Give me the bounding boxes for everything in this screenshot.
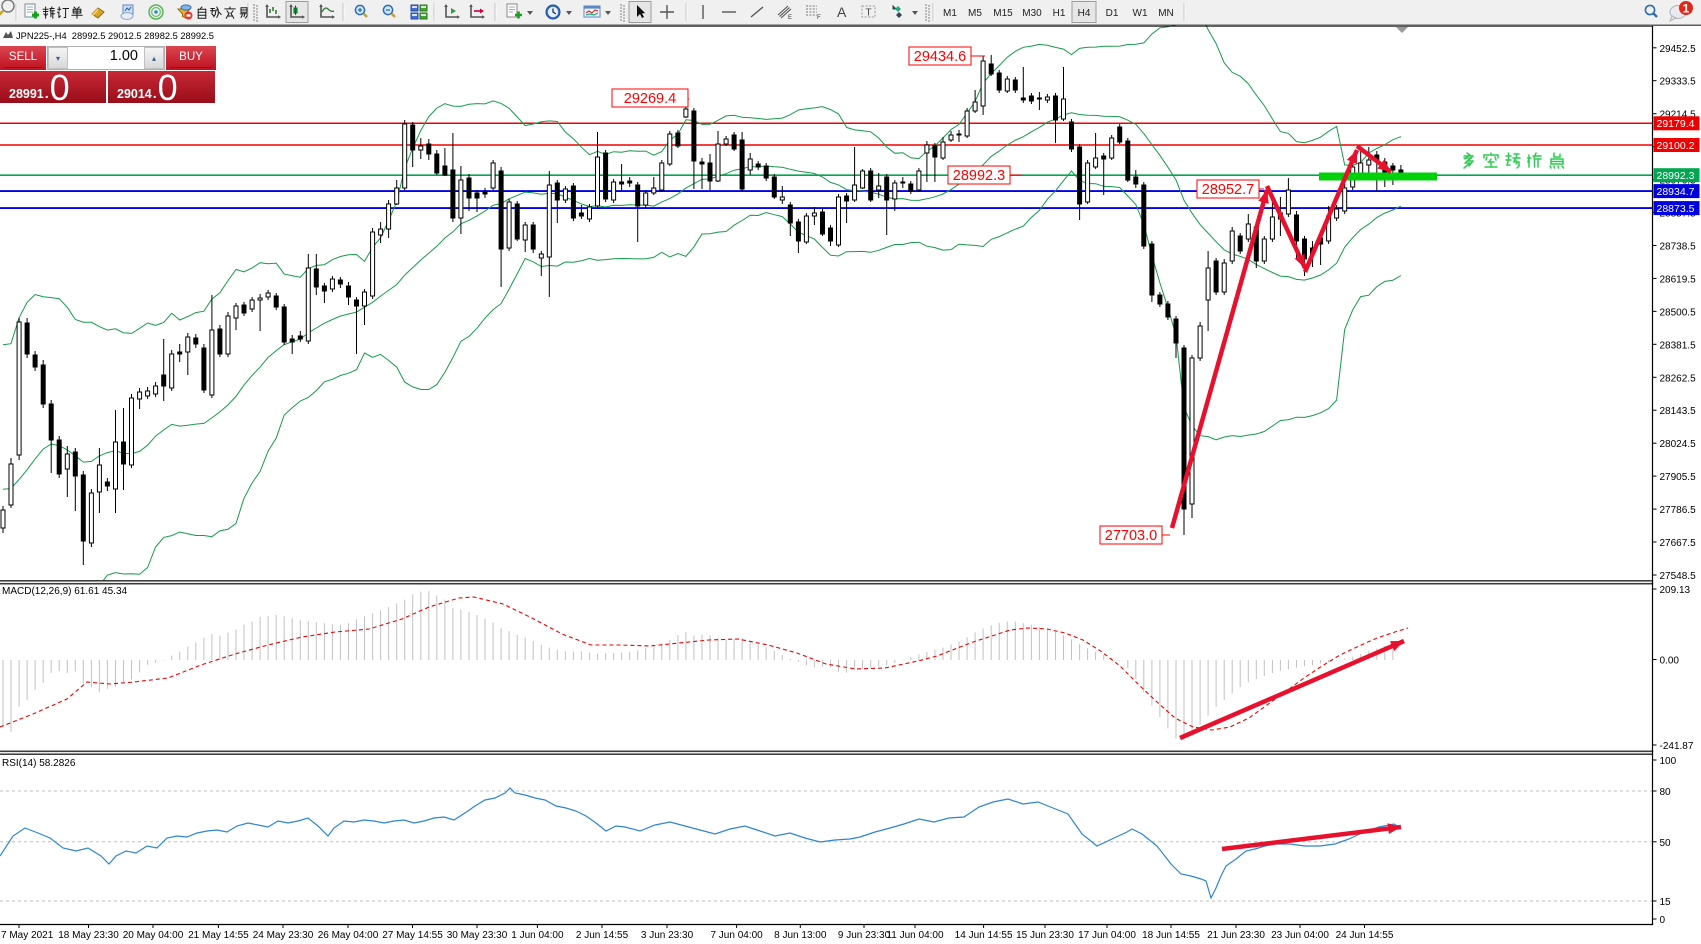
svg-text:28952.7: 28952.7 <box>1202 182 1254 198</box>
svg-text:JPN225-,H4 28992.5 29012.5 28: JPN225-,H4 28992.5 29012.5 28982.5 28992… <box>16 31 214 41</box>
svg-text:27786.5: 27786.5 <box>1660 505 1697 516</box>
svg-text:29214.5: 29214.5 <box>1660 110 1697 121</box>
svg-text:-241.87: -241.87 <box>1660 741 1694 752</box>
svg-text:M15: M15 <box>993 8 1013 19</box>
svg-text:28024.5: 28024.5 <box>1660 439 1697 450</box>
svg-text:9 Jun 23:30: 9 Jun 23:30 <box>838 930 891 941</box>
svg-text:RSI(14) 58.2826: RSI(14) 58.2826 <box>2 758 76 769</box>
svg-text:28934.7: 28934.7 <box>1657 186 1695 198</box>
svg-text:11 Jun 04:00: 11 Jun 04:00 <box>886 930 944 941</box>
svg-text:23 Jun 04:00: 23 Jun 04:00 <box>1271 930 1329 941</box>
svg-text:27905.5: 27905.5 <box>1660 472 1697 483</box>
svg-text:24 Jun 14:55: 24 Jun 14:55 <box>1336 930 1394 941</box>
svg-text:29179.4: 29179.4 <box>1657 118 1695 130</box>
svg-text:24 May 23:30: 24 May 23:30 <box>253 930 314 941</box>
svg-text:M1: M1 <box>943 8 957 19</box>
svg-text:100: 100 <box>1660 756 1677 767</box>
svg-text:7 May 2021: 7 May 2021 <box>1 930 54 941</box>
svg-text:20 May 04:00: 20 May 04:00 <box>123 930 184 941</box>
svg-text:18 May 23:30: 18 May 23:30 <box>58 930 119 941</box>
svg-text:29100.2: 29100.2 <box>1657 140 1695 152</box>
svg-text:1: 1 <box>1683 2 1690 16</box>
svg-text:28738.5: 28738.5 <box>1660 242 1697 253</box>
svg-text:27548.5: 27548.5 <box>1660 571 1697 582</box>
svg-text:28992.3: 28992.3 <box>953 168 1005 184</box>
svg-text:29452.5: 29452.5 <box>1660 44 1697 55</box>
svg-text:3 Jun 23:30: 3 Jun 23:30 <box>641 930 694 941</box>
svg-text:7 Jun 04:00: 7 Jun 04:00 <box>710 930 763 941</box>
svg-text:28992.3: 28992.3 <box>1657 170 1695 182</box>
svg-text:28619.5: 28619.5 <box>1660 274 1697 285</box>
svg-text:30 May 23:30: 30 May 23:30 <box>447 930 508 941</box>
svg-text:27 May 14:55: 27 May 14:55 <box>382 930 443 941</box>
svg-text:MN: MN <box>1158 8 1174 19</box>
svg-text:18 Jun 14:55: 18 Jun 14:55 <box>1142 930 1200 941</box>
svg-text:28143.5: 28143.5 <box>1660 406 1697 417</box>
svg-text:27667.5: 27667.5 <box>1660 538 1697 549</box>
svg-text:28873.5: 28873.5 <box>1657 203 1695 215</box>
svg-text:F: F <box>817 15 821 21</box>
svg-text:MACD(12,26,9) 61.61 45.34: MACD(12,26,9) 61.61 45.34 <box>2 586 128 597</box>
svg-text:15: 15 <box>1660 897 1672 908</box>
svg-text:W1: W1 <box>1133 8 1148 19</box>
svg-text:T: T <box>866 8 872 19</box>
svg-text:26 May 04:00: 26 May 04:00 <box>318 930 379 941</box>
svg-text:1 Jun 04:00: 1 Jun 04:00 <box>511 930 564 941</box>
svg-text:28381.5: 28381.5 <box>1660 340 1697 351</box>
svg-text:28262.5: 28262.5 <box>1660 373 1697 384</box>
svg-text:M30: M30 <box>1022 8 1042 19</box>
svg-text:21 May 14:55: 21 May 14:55 <box>188 930 249 941</box>
svg-text:8 Jun 13:00: 8 Jun 13:00 <box>774 930 827 941</box>
svg-text:2 Jun 14:55: 2 Jun 14:55 <box>576 930 629 941</box>
svg-text:28500.5: 28500.5 <box>1660 307 1697 318</box>
svg-text:29333.5: 29333.5 <box>1660 77 1697 88</box>
svg-text:E: E <box>788 15 792 21</box>
svg-text:209.13: 209.13 <box>1660 585 1691 596</box>
svg-text:14 Jun 14:55: 14 Jun 14:55 <box>955 930 1013 941</box>
svg-text:27703.0: 27703.0 <box>1105 528 1157 544</box>
svg-text:17 Jun 04:00: 17 Jun 04:00 <box>1078 930 1136 941</box>
svg-text:A: A <box>837 4 847 20</box>
svg-text:21 Jun 23:30: 21 Jun 23:30 <box>1207 930 1265 941</box>
svg-text:29269.4: 29269.4 <box>624 91 676 107</box>
svg-text:M5: M5 <box>968 8 982 19</box>
svg-text:D1: D1 <box>1106 8 1119 19</box>
svg-text:H1: H1 <box>1053 8 1066 19</box>
svg-text:15 Jun 23:30: 15 Jun 23:30 <box>1016 930 1074 941</box>
svg-text:0: 0 <box>1660 915 1666 926</box>
svg-text:H4: H4 <box>1078 8 1091 19</box>
svg-text:80: 80 <box>1660 787 1672 798</box>
svg-text:0.00: 0.00 <box>1660 656 1680 667</box>
svg-text:50: 50 <box>1660 838 1672 849</box>
svg-text:29434.6: 29434.6 <box>914 49 966 65</box>
